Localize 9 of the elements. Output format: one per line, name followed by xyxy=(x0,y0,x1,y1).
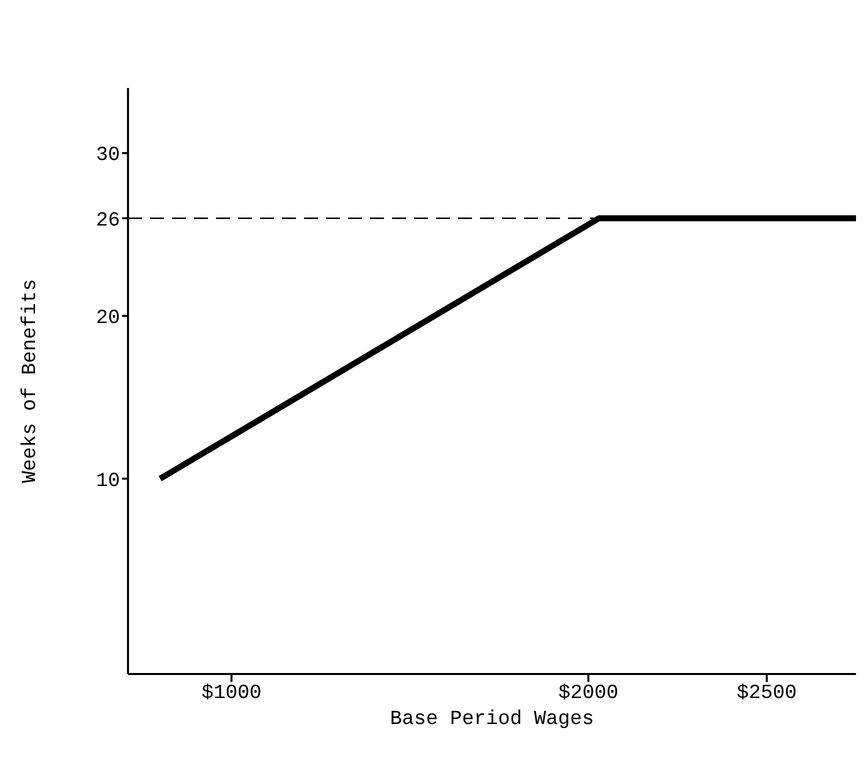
y-tick-label: 26 xyxy=(96,209,120,232)
y-tick-label: 10 xyxy=(96,470,120,493)
x-tick-label: $1000 xyxy=(201,682,262,706)
y-tick-label: 20 xyxy=(96,306,120,330)
x-tick-label: $2500 xyxy=(736,682,797,706)
y-axis-title: Weeks of Benefits xyxy=(19,278,42,484)
y-tick-label: 30 xyxy=(96,144,120,168)
x-axis-title: Base Period Wages xyxy=(390,708,594,731)
x-tick-label: $2000 xyxy=(558,682,618,706)
